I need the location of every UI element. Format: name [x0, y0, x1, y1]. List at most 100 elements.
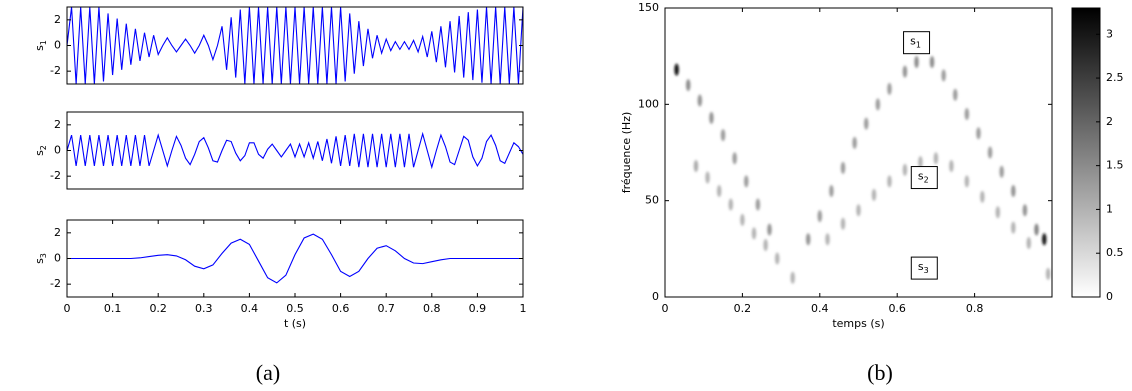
plot-frame	[664, 7, 1053, 298]
y-axis-label-base: s	[33, 258, 46, 264]
caption: (a)	[256, 360, 280, 385]
tf-atom	[716, 185, 722, 198]
tf-atom	[999, 165, 1004, 178]
tf-atom	[1034, 223, 1039, 236]
colorbar-tick-label: 1	[1106, 202, 1113, 215]
tf-atom	[775, 252, 780, 265]
colorbar-tick-label: 2	[1106, 115, 1113, 128]
y-tick-label: -2	[50, 277, 61, 290]
annotation-sub: 1	[916, 40, 921, 49]
tf-atom	[825, 233, 830, 246]
y-axis-label-sub: 3	[39, 253, 48, 258]
x-tick-label: 0.5	[286, 302, 304, 315]
tf-atom	[976, 127, 981, 140]
colorbar-tick-label: 0.5	[1106, 246, 1124, 259]
x-tick-label: 0	[64, 302, 71, 315]
plot-frame	[66, 111, 524, 190]
signal-line	[66, 6, 524, 85]
tf-atom	[1011, 185, 1016, 198]
x-tick-label: 1	[520, 302, 527, 315]
tf-atom	[980, 190, 985, 203]
annotation: s2	[918, 170, 929, 185]
annotation: s3	[918, 260, 929, 275]
tf-atom	[914, 55, 919, 68]
tf-atom	[840, 217, 846, 230]
tf-atom	[805, 233, 811, 246]
y-axis-label: fréquence (Hz)	[620, 112, 633, 194]
colorbar-tick-label: 0	[1106, 290, 1113, 303]
tf-atom	[995, 206, 1001, 219]
tf-atom	[790, 271, 795, 284]
y-tick-label: -2	[50, 169, 61, 182]
annotation-base: s	[918, 260, 924, 273]
colorbar-tick-label: 2.5	[1106, 71, 1124, 84]
tf-atom	[852, 136, 857, 149]
tf-atom	[709, 111, 714, 124]
tf-atom	[929, 55, 935, 68]
tf-atom	[887, 175, 892, 188]
colorbar-tick-label: 1.5	[1106, 159, 1124, 172]
x-tick-label: 0.2	[734, 302, 752, 315]
tf-atom	[964, 107, 970, 120]
tf-atom	[902, 163, 908, 176]
x-tick-label: 0.9	[469, 302, 487, 315]
x-tick-label: 0.6	[888, 302, 906, 315]
y-axis-label-sub: 1	[39, 40, 48, 45]
tf-atom	[767, 223, 772, 236]
y-axis-label-base: s	[33, 45, 46, 51]
tf-atom	[674, 63, 679, 76]
annotation: s1	[910, 35, 921, 50]
tf-atom	[964, 175, 970, 188]
y-axis-label: s1	[33, 40, 48, 51]
tf-atom	[887, 82, 892, 95]
tf-atom	[763, 238, 768, 251]
y-tick-label: 50	[645, 194, 659, 207]
annotation-box	[910, 256, 938, 280]
caption: (b)	[867, 360, 893, 385]
y-tick-label: 2	[54, 118, 61, 131]
x-tick-label: 0.3	[195, 302, 213, 315]
annotation-box	[903, 31, 931, 55]
tf-atom	[933, 152, 939, 165]
tf-atom	[987, 146, 993, 159]
tf-atom	[697, 94, 703, 107]
tf-atom	[705, 171, 710, 184]
annotation-sub: 3	[924, 266, 929, 275]
y-tick-label: 0	[54, 252, 61, 265]
y-axis-label: s3	[33, 253, 48, 264]
tf-atom	[744, 175, 749, 188]
y-tick-label: 100	[638, 97, 659, 110]
tf-atom	[953, 88, 958, 101]
tf-atom	[1045, 267, 1051, 280]
x-tick-label: 0.4	[241, 302, 259, 315]
tf-atom	[864, 117, 869, 130]
tf-atom	[829, 185, 834, 198]
x-tick-label: 0.8	[423, 302, 441, 315]
y-tick-label: 0	[54, 144, 61, 157]
spectrogram-image	[674, 55, 1051, 284]
annotation-box	[910, 166, 938, 190]
y-tick-label: 2	[54, 13, 61, 26]
tf-atom	[1011, 221, 1016, 234]
x-tick-label: 0.6	[332, 302, 350, 315]
annotation-base: s	[918, 170, 924, 183]
tf-atom	[751, 227, 757, 240]
tf-atom	[1022, 204, 1028, 217]
signal-line	[66, 131, 524, 170]
tf-atom	[740, 213, 745, 226]
tf-atom	[1042, 233, 1047, 246]
y-tick-label: -2	[50, 64, 61, 77]
tf-atom	[941, 69, 946, 82]
x-tick-label: 0.8	[966, 302, 984, 315]
tf-atom	[817, 210, 822, 223]
y-tick-label: 150	[638, 1, 659, 14]
tf-atom	[732, 152, 737, 165]
tf-atom	[840, 161, 846, 174]
tf-atom	[902, 65, 908, 78]
signal-line	[67, 233, 523, 284]
tf-atom	[871, 188, 877, 201]
x-tick-label: 0.7	[377, 302, 395, 315]
y-tick-label: 0	[54, 39, 61, 52]
colorbar-tick-label: 3	[1106, 27, 1113, 40]
